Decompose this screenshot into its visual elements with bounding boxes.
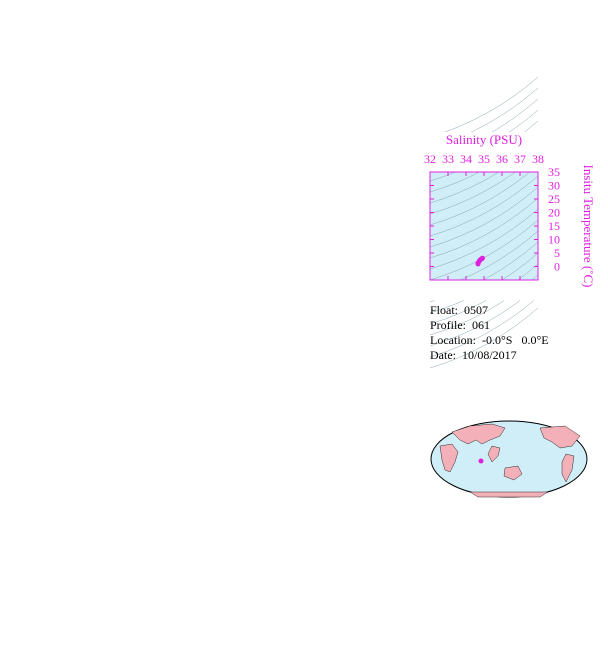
- ts-density-contour: [429, 164, 539, 226]
- ts-density-contour: [429, 208, 539, 270]
- ts-x-tick-label: 35: [478, 152, 490, 166]
- map-land-australia: [503, 465, 523, 481]
- ts-x-tick-label: 37: [514, 152, 526, 166]
- ts-y-tick-label: 30: [548, 179, 560, 193]
- ts-x-tick-label: 32: [424, 152, 436, 166]
- ts-clip-bottom: [428, 280, 548, 301]
- ts-plot-area: [429, 171, 539, 281]
- ts-y-tick-label: 15: [548, 219, 560, 233]
- ts-density-contour: [429, 296, 539, 358]
- ts-y-tick-label: 0: [554, 260, 560, 274]
- ts-density-contour: [429, 186, 539, 248]
- ts-y-tick-label: 25: [548, 192, 560, 206]
- map-land-africa: [439, 443, 459, 473]
- info-profile: Profile: 061: [430, 318, 490, 332]
- info-location: Location: -0.0°S 0.0°E: [430, 333, 549, 347]
- ts-clip-left: [0, 0, 430, 662]
- ts-y-tick-label: 5: [554, 246, 560, 260]
- ts-clip-top: [428, 132, 548, 172]
- ts-x-axis-title: Salinity (PSU): [446, 132, 522, 147]
- map-land-antarctica: [469, 491, 549, 498]
- ts-y-tick-label: 35: [548, 165, 560, 179]
- ts-density-contour: [429, 175, 539, 237]
- ts-clip-right: [538, 172, 608, 282]
- map-land-eurasia: [451, 423, 506, 445]
- ts-point: [480, 255, 485, 261]
- ts-x-tick-label: 34: [460, 152, 472, 166]
- ts-y-tick-label: 20: [548, 206, 560, 220]
- info-float: Float: 0507: [430, 303, 489, 317]
- info-date: Date: 10/08/2017: [430, 348, 517, 362]
- ts-density-contour: [429, 76, 539, 138]
- map-land-south-america: [561, 453, 575, 483]
- map-land-asia-east: [487, 445, 501, 463]
- ts-density-contour: [429, 219, 539, 281]
- ts-x-tick-label: 38: [532, 152, 544, 166]
- world-map: [430, 420, 588, 498]
- ts-y-axis-title: Insitu Temperature (˚C): [581, 164, 596, 287]
- ts-y-tick-label: 10: [548, 233, 560, 247]
- ts-density-contour: [429, 307, 539, 369]
- ts-density-contour: [429, 197, 539, 259]
- ts-x-tick-label: 33: [442, 152, 454, 166]
- map-float-location: [478, 458, 484, 464]
- ts-x-tick-label: 36: [496, 152, 508, 166]
- map-land-north-america: [539, 425, 581, 449]
